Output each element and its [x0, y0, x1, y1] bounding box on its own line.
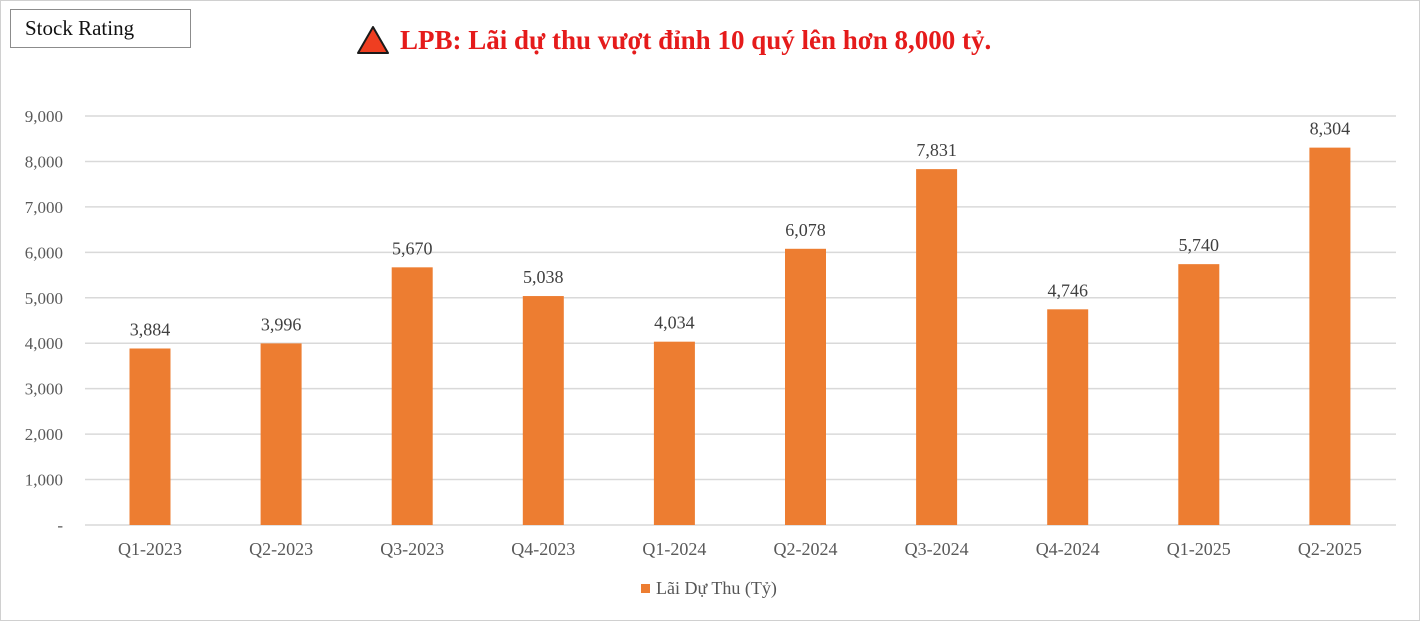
bar-q2-2025	[1309, 147, 1351, 525]
data-label: 4,034	[654, 313, 695, 333]
y-tick-label: 9,000	[25, 107, 63, 126]
warning-triangle-icon	[357, 26, 389, 54]
y-tick-label: 8,000	[25, 152, 63, 171]
y-tick-label: 7,000	[25, 198, 63, 217]
x-tick-label: Q1-2023	[118, 539, 182, 559]
chart-title: LPB: Lãi dự thu vượt đỉnh 10 quý lên hơn…	[356, 20, 991, 60]
bar-q4-2023	[522, 296, 564, 525]
bar-q2-2024	[785, 248, 826, 525]
chart-title-text: LPB: Lãi dự thu vượt đỉnh 10 quý lên hơn…	[400, 24, 992, 55]
y-tick-label: 3,000	[25, 380, 63, 399]
x-tick-label: Q4-2024	[1036, 539, 1100, 559]
data-label: 8,304	[1310, 119, 1351, 139]
bar-q2-2023	[260, 343, 302, 525]
y-tick-label: -	[57, 516, 63, 535]
stock-rating-label: Stock Rating	[25, 16, 135, 40]
data-label: 3,884	[130, 319, 171, 339]
data-labels: 3,884 3,996 5,670 5,038 4,034 6,078 7,831 4,746…	[130, 119, 1350, 340]
x-tick-label: Q4-2023	[511, 539, 575, 559]
x-tick-label: Q3-2024	[905, 539, 969, 559]
bar-q4-2024	[1047, 309, 1089, 525]
data-label: 5,740	[1179, 235, 1220, 255]
bar-q1-2025	[1178, 264, 1220, 525]
x-axis-ticks: Q1-2023 Q2-2023 Q3-2023 Q4-2023 Q1-2024 Q2-20…	[118, 539, 1362, 559]
x-tick-label: Q3-2023	[380, 539, 444, 559]
y-tick-label: 4,000	[25, 334, 63, 353]
data-label: 6,078	[785, 220, 826, 240]
y-tick-label: 6,000	[25, 243, 63, 262]
legend: Lãi Dự Thu (Tỷ)	[641, 578, 777, 599]
y-tick-label: 1,000	[25, 471, 63, 490]
data-label: 7,831	[916, 140, 957, 160]
x-tick-label: Q1-2025	[1167, 539, 1231, 559]
legend-label: Lãi Dự Thu (Tỷ)	[656, 578, 777, 598]
data-label: 5,670	[392, 238, 433, 258]
legend-swatch	[641, 584, 650, 593]
bar-q3-2024	[916, 169, 958, 525]
bar-q1-2023	[129, 348, 171, 525]
x-tick-label: Q2-2024	[774, 539, 838, 559]
data-label: 4,746	[1047, 280, 1088, 300]
bar-q1-2024	[653, 341, 695, 525]
y-tick-label: 5,000	[25, 289, 63, 308]
bars	[129, 147, 1351, 525]
data-label: 3,996	[261, 314, 302, 334]
x-tick-label: Q1-2024	[642, 539, 706, 559]
gridlines	[85, 115, 1396, 526]
x-tick-label: Q2-2025	[1298, 539, 1362, 559]
bar-q3-2023	[391, 267, 433, 525]
y-tick-label: 2,000	[25, 425, 63, 444]
stock-rating-badge: Stock Rating	[10, 9, 191, 48]
x-tick-label: Q2-2023	[249, 539, 313, 559]
data-label: 5,038	[523, 267, 564, 287]
y-axis-ticks: - 1,000 2,000 3,000 4,000 5,000 6,000 7,000 8,00…	[25, 107, 64, 535]
